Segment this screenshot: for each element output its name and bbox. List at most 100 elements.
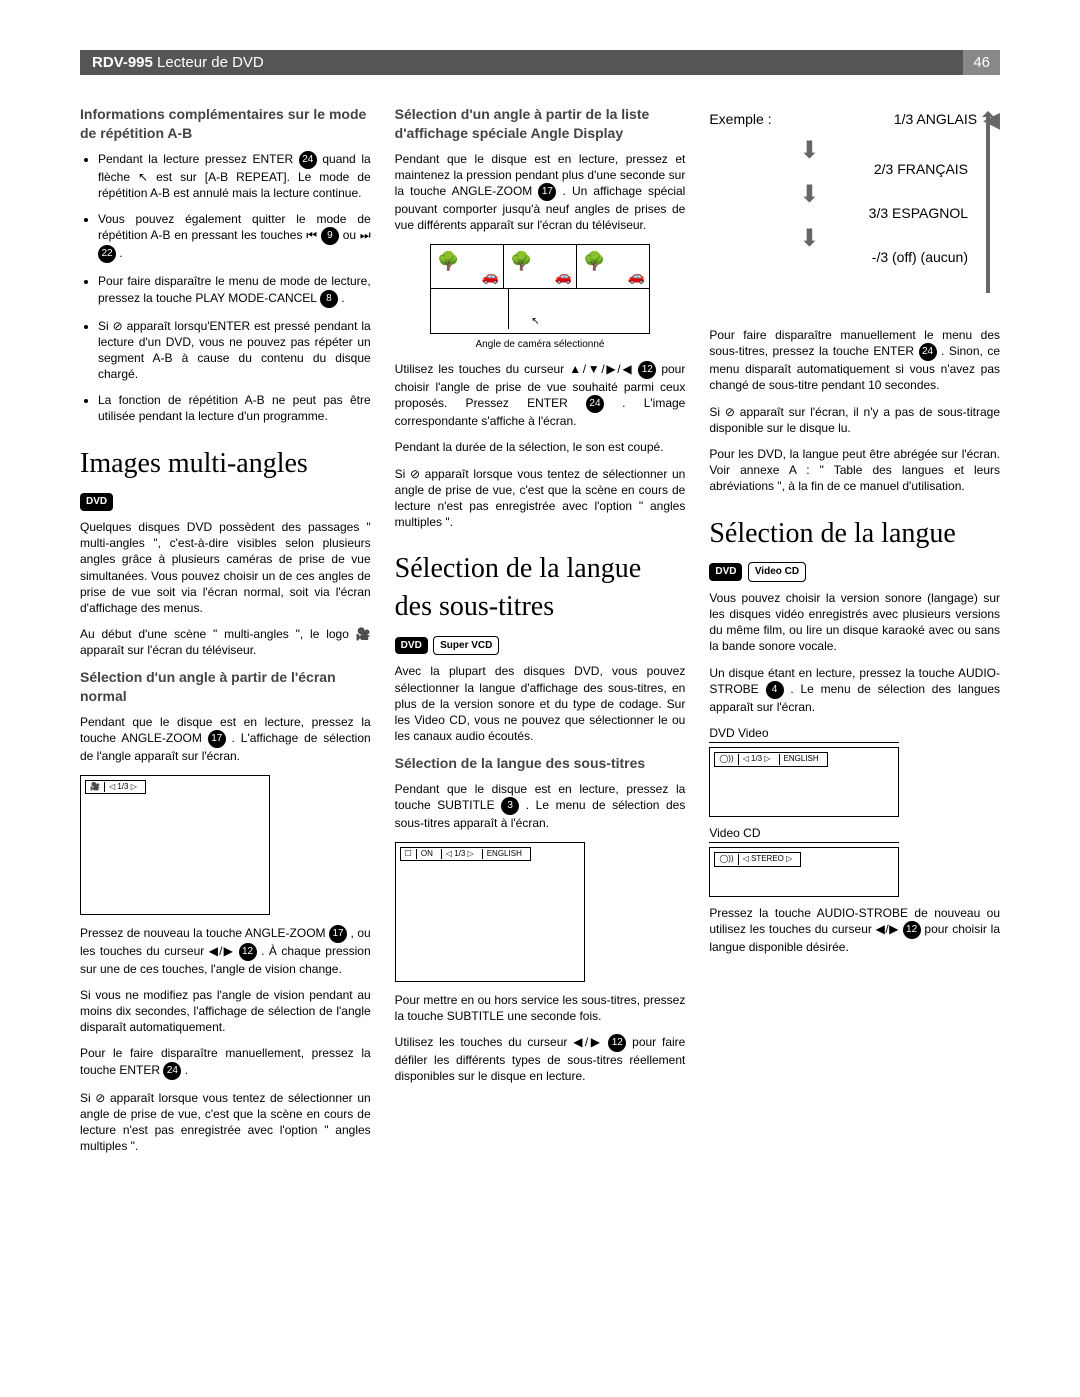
key-badge: 3 xyxy=(501,797,519,815)
osd-row: ◯)) ◁ STEREO ▷ xyxy=(714,852,801,867)
key-badge: 24 xyxy=(163,1062,181,1080)
arrow-down-icon: ⬇ xyxy=(799,185,1000,204)
osd-on: ON xyxy=(416,849,437,860)
main-heading: Sélection de la langue des sous-titres xyxy=(395,550,686,626)
body-text: Pendant la durée de la sélection, le son… xyxy=(395,439,686,455)
cursor-icon: ↖ xyxy=(531,315,539,329)
osd-dvd-audio-box: ◯)) ◁ 1/3 ▷ ENGLISH xyxy=(709,747,899,817)
osd-angle-box: 🎥 ◁ 1/3 ▷ xyxy=(80,775,270,915)
key-badge: 24 xyxy=(919,343,937,361)
figure-caption: Angle de caméra sélectionné xyxy=(395,338,686,352)
content-columns: Informations complémentaires sur le mode… xyxy=(80,105,1000,1164)
tree-icon: 🌳 xyxy=(437,249,459,273)
osd-label: Video CD xyxy=(709,825,899,843)
body-text: Si vous ne modifiez pas l'angle de visio… xyxy=(80,987,371,1036)
key-badge: 17 xyxy=(538,183,556,201)
column-1: Informations complémentaires sur le mode… xyxy=(80,105,371,1164)
body-text: Pour les DVD, la langue peut être abrégé… xyxy=(709,446,1000,495)
lang-item: -/3 (off) (aucun) xyxy=(872,248,968,267)
key-badge: 8 xyxy=(320,290,338,308)
header-title: RDV-995 Lecteur de DVD xyxy=(80,50,963,75)
osd-row: ◯)) ◁ 1/3 ▷ ENGLISH xyxy=(714,752,827,767)
key-badge: 24 xyxy=(586,395,604,413)
body-text: Utilisez les touches du curseur ◀/▶ 12 p… xyxy=(395,1034,686,1084)
camera-icon: 🎥 xyxy=(90,782,100,793)
main-heading: Sélection de la langue xyxy=(709,515,1000,553)
column-3: Exemple : 1/3 ANGLAIS ◀ ⬇ 2/3 FRANÇAIS ⬇… xyxy=(709,105,1000,1164)
car-icon: 🚗 xyxy=(555,267,572,286)
key-badge: 22 xyxy=(98,245,116,263)
body-text: Pressez de nouveau la touche ANGLE-ZOOM … xyxy=(80,925,371,977)
body-text: Au début d'une scène " multi-angles ", l… xyxy=(80,626,371,658)
list-item: Si ⊘ apparaît lorsqu'ENTER est pressé pe… xyxy=(98,318,371,383)
list-item: Vous pouvez également quitter le mode de… xyxy=(98,211,371,263)
key-badge: 17 xyxy=(208,730,226,748)
main-heading: Images multi-angles xyxy=(80,445,371,483)
lang-item: 2/3 FRANÇAIS xyxy=(874,160,968,179)
section-heading: Sélection de la langue des sous-titres xyxy=(395,754,686,773)
body-text: Pressez la touche AUDIO-STROBE de nouvea… xyxy=(709,905,1000,955)
body-text: Pour le faire disparaître manuellement, … xyxy=(80,1045,371,1079)
key-badge: 12 xyxy=(638,361,656,379)
lang-item: 3/3 ESPAGNOL xyxy=(869,204,968,223)
lang-item: 1/3 ANGLAIS xyxy=(894,110,977,129)
vcd-badge: Video CD xyxy=(748,562,806,582)
bullet-list: Pendant la lecture pressez ENTER 24 quan… xyxy=(80,151,371,425)
audio-icon: ◯)) xyxy=(719,754,733,765)
body-text: Pendant que le disque est en lecture, pr… xyxy=(395,781,686,831)
body-text: Un disque étant en lecture, pressez la t… xyxy=(709,665,1000,715)
body-text: Utilisez les touches du curseur ▲/▼/▶/◀ … xyxy=(395,361,686,429)
svcd-badge: Super VCD xyxy=(433,636,499,656)
cycle-return-bar xyxy=(986,113,990,293)
subtitle-icon: ☐ xyxy=(405,849,412,860)
osd-lang: ENGLISH xyxy=(779,754,823,765)
key-badge: 12 xyxy=(608,1034,626,1052)
osd-row: ☐ ON ◁ 1/3 ▷ ENGLISH xyxy=(400,847,531,862)
body-text: Pendant que le disque est en lecture, pr… xyxy=(80,714,371,764)
list-item: Pour faire disparaître le menu de mode d… xyxy=(98,273,371,307)
car-icon: 🚗 xyxy=(482,267,499,286)
osd-lang: ENGLISH xyxy=(482,849,526,860)
osd-subtitle-box: ☐ ON ◁ 1/3 ▷ ENGLISH xyxy=(395,842,585,982)
page-header: RDV-995 Lecteur de DVD 46 xyxy=(80,50,1000,75)
osd-label: DVD Video xyxy=(709,725,899,743)
osd-vcd-audio-box: ◯)) ◁ STEREO ▷ xyxy=(709,847,899,897)
section-heading: Sélection d'un angle à partir de l'écran… xyxy=(80,668,371,706)
osd-num: ◁ 1/3 ▷ xyxy=(738,754,775,765)
arrow-down-icon: ⬇ xyxy=(799,229,1000,248)
body-text: Si ⊘ apparaît lorsque vous tentez de sél… xyxy=(395,466,686,531)
page-number: 46 xyxy=(963,50,1000,75)
osd-row: 🎥 ◁ 1/3 ▷ xyxy=(85,780,146,795)
key-badge: 9 xyxy=(321,227,339,245)
disc-badges: DVD Video CD xyxy=(709,562,1000,582)
dvd-badge: DVD xyxy=(395,637,428,655)
key-badge: 24 xyxy=(299,151,317,169)
section-heading: Sélection d'un angle à partir de la list… xyxy=(395,105,686,143)
key-badge: 4 xyxy=(766,681,784,699)
dvd-badge: DVD xyxy=(709,563,742,581)
disc-badges: DVD xyxy=(80,492,371,511)
osd-value: ◁ 1/3 ▷ xyxy=(104,782,141,793)
tree-icon: 🌳 xyxy=(510,249,532,273)
example-label: Exemple : xyxy=(709,110,771,129)
section-heading: Informations complémentaires sur le mode… xyxy=(80,105,371,143)
audio-icon: ◯)) xyxy=(719,854,733,865)
key-badge: 12 xyxy=(239,943,257,961)
disc-badges: DVD Super VCD xyxy=(395,636,686,656)
language-cycle-diagram: Exemple : 1/3 ANGLAIS ◀ ⬇ 2/3 FRANÇAIS ⬇… xyxy=(709,105,1000,315)
dvd-badge: DVD xyxy=(80,493,113,511)
osd-num: ◁ 1/3 ▷ xyxy=(441,849,478,860)
body-text: Quelques disques DVD possèdent des passa… xyxy=(80,519,371,616)
list-item: Pendant la lecture pressez ENTER 24 quan… xyxy=(98,151,371,201)
body-text: Pendant que le disque est en lecture, pr… xyxy=(395,151,686,234)
arrow-down-icon: ⬇ xyxy=(799,141,1000,160)
key-badge: 17 xyxy=(329,925,347,943)
model-number: RDV-995 xyxy=(92,54,153,71)
body-text: Vous pouvez choisir la version sonore (l… xyxy=(709,590,1000,655)
body-text: Avec la plupart des disques DVD, vous po… xyxy=(395,663,686,744)
column-2: Sélection d'un angle à partir de la list… xyxy=(395,105,686,1164)
body-text: Si ⊘ apparaît lorsque vous tentez de sél… xyxy=(80,1090,371,1155)
tree-icon: 🌳 xyxy=(583,249,605,273)
list-item: La fonction de répétition A-B ne peut pa… xyxy=(98,392,371,424)
angle-panel: 🌳 🚗 xyxy=(504,245,577,288)
